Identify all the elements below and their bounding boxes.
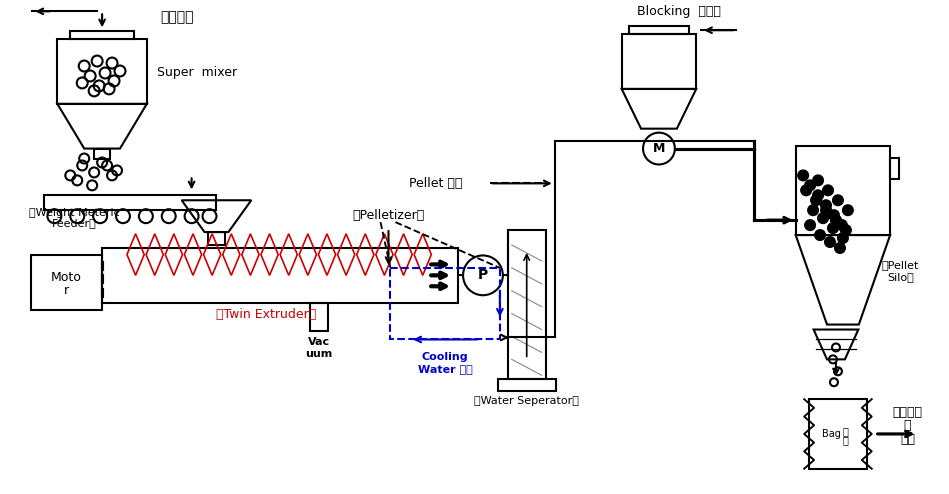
Bar [310, 303, 327, 330]
Text: Moto: Moto [51, 271, 82, 284]
Circle shape [813, 190, 823, 200]
Bar [70, 31, 134, 39]
Text: Super  mixer: Super mixer [157, 67, 236, 80]
Circle shape [841, 225, 851, 235]
Text: Feeder〉: Feeder〉 [52, 218, 97, 228]
Text: 및: 및 [903, 419, 911, 432]
Text: r: r [64, 284, 69, 297]
Circle shape [835, 243, 845, 253]
Circle shape [843, 205, 853, 215]
Bar [809, 399, 866, 469]
Text: Silo〉: Silo〉 [887, 272, 914, 282]
Circle shape [825, 237, 835, 247]
Bar [890, 158, 899, 179]
Circle shape [837, 220, 847, 230]
Circle shape [833, 195, 843, 205]
Circle shape [811, 195, 821, 205]
Bar [94, 149, 110, 159]
Text: 〈Weight Meteric: 〈Weight Meteric [28, 208, 120, 218]
Bar [57, 39, 147, 104]
Text: uum: uum [306, 349, 332, 360]
Bar [795, 146, 890, 235]
Bar [622, 34, 697, 89]
Circle shape [838, 233, 847, 243]
Text: 원료투입: 원료투입 [160, 10, 194, 24]
Text: Vac: Vac [307, 337, 330, 347]
Circle shape [829, 210, 839, 220]
Bar [390, 268, 500, 339]
Circle shape [815, 230, 825, 240]
Bar [208, 232, 226, 245]
Bar [30, 255, 102, 310]
Circle shape [818, 213, 828, 223]
Text: 포: 포 [843, 426, 848, 436]
Text: 〈Pelletizer〉: 〈Pelletizer〉 [352, 208, 424, 222]
Circle shape [805, 220, 815, 230]
Text: Blocking  방지제: Blocking 방지제 [637, 5, 721, 18]
Text: 〈Pellet: 〈Pellet [882, 260, 920, 270]
Circle shape [798, 170, 809, 180]
Text: Pellet 이송: Pellet 이송 [408, 177, 462, 190]
Bar [629, 26, 689, 34]
Bar [508, 230, 546, 379]
Bar [498, 379, 555, 391]
Text: Water 순환: Water 순환 [418, 364, 473, 374]
Circle shape [821, 200, 831, 210]
Circle shape [805, 180, 815, 190]
Circle shape [831, 215, 841, 225]
Text: 제품보관: 제품보관 [893, 406, 922, 418]
Bar [102, 248, 458, 303]
Circle shape [813, 175, 823, 185]
Circle shape [801, 185, 811, 195]
Text: Cooling: Cooling [422, 352, 469, 363]
Circle shape [823, 185, 833, 195]
Text: 〈Twin Extruder〉: 〈Twin Extruder〉 [216, 308, 316, 321]
Text: 〈Water Seperator〉: 〈Water Seperator〉 [474, 396, 579, 406]
Text: 대: 대 [843, 435, 848, 445]
Circle shape [809, 205, 818, 215]
Bar [45, 195, 216, 210]
Text: P: P [478, 268, 488, 283]
Text: 출하: 출하 [900, 433, 915, 447]
Text: Bag: Bag [822, 429, 841, 439]
Circle shape [828, 223, 838, 233]
Text: M: M [653, 142, 665, 155]
Circle shape [821, 205, 831, 215]
